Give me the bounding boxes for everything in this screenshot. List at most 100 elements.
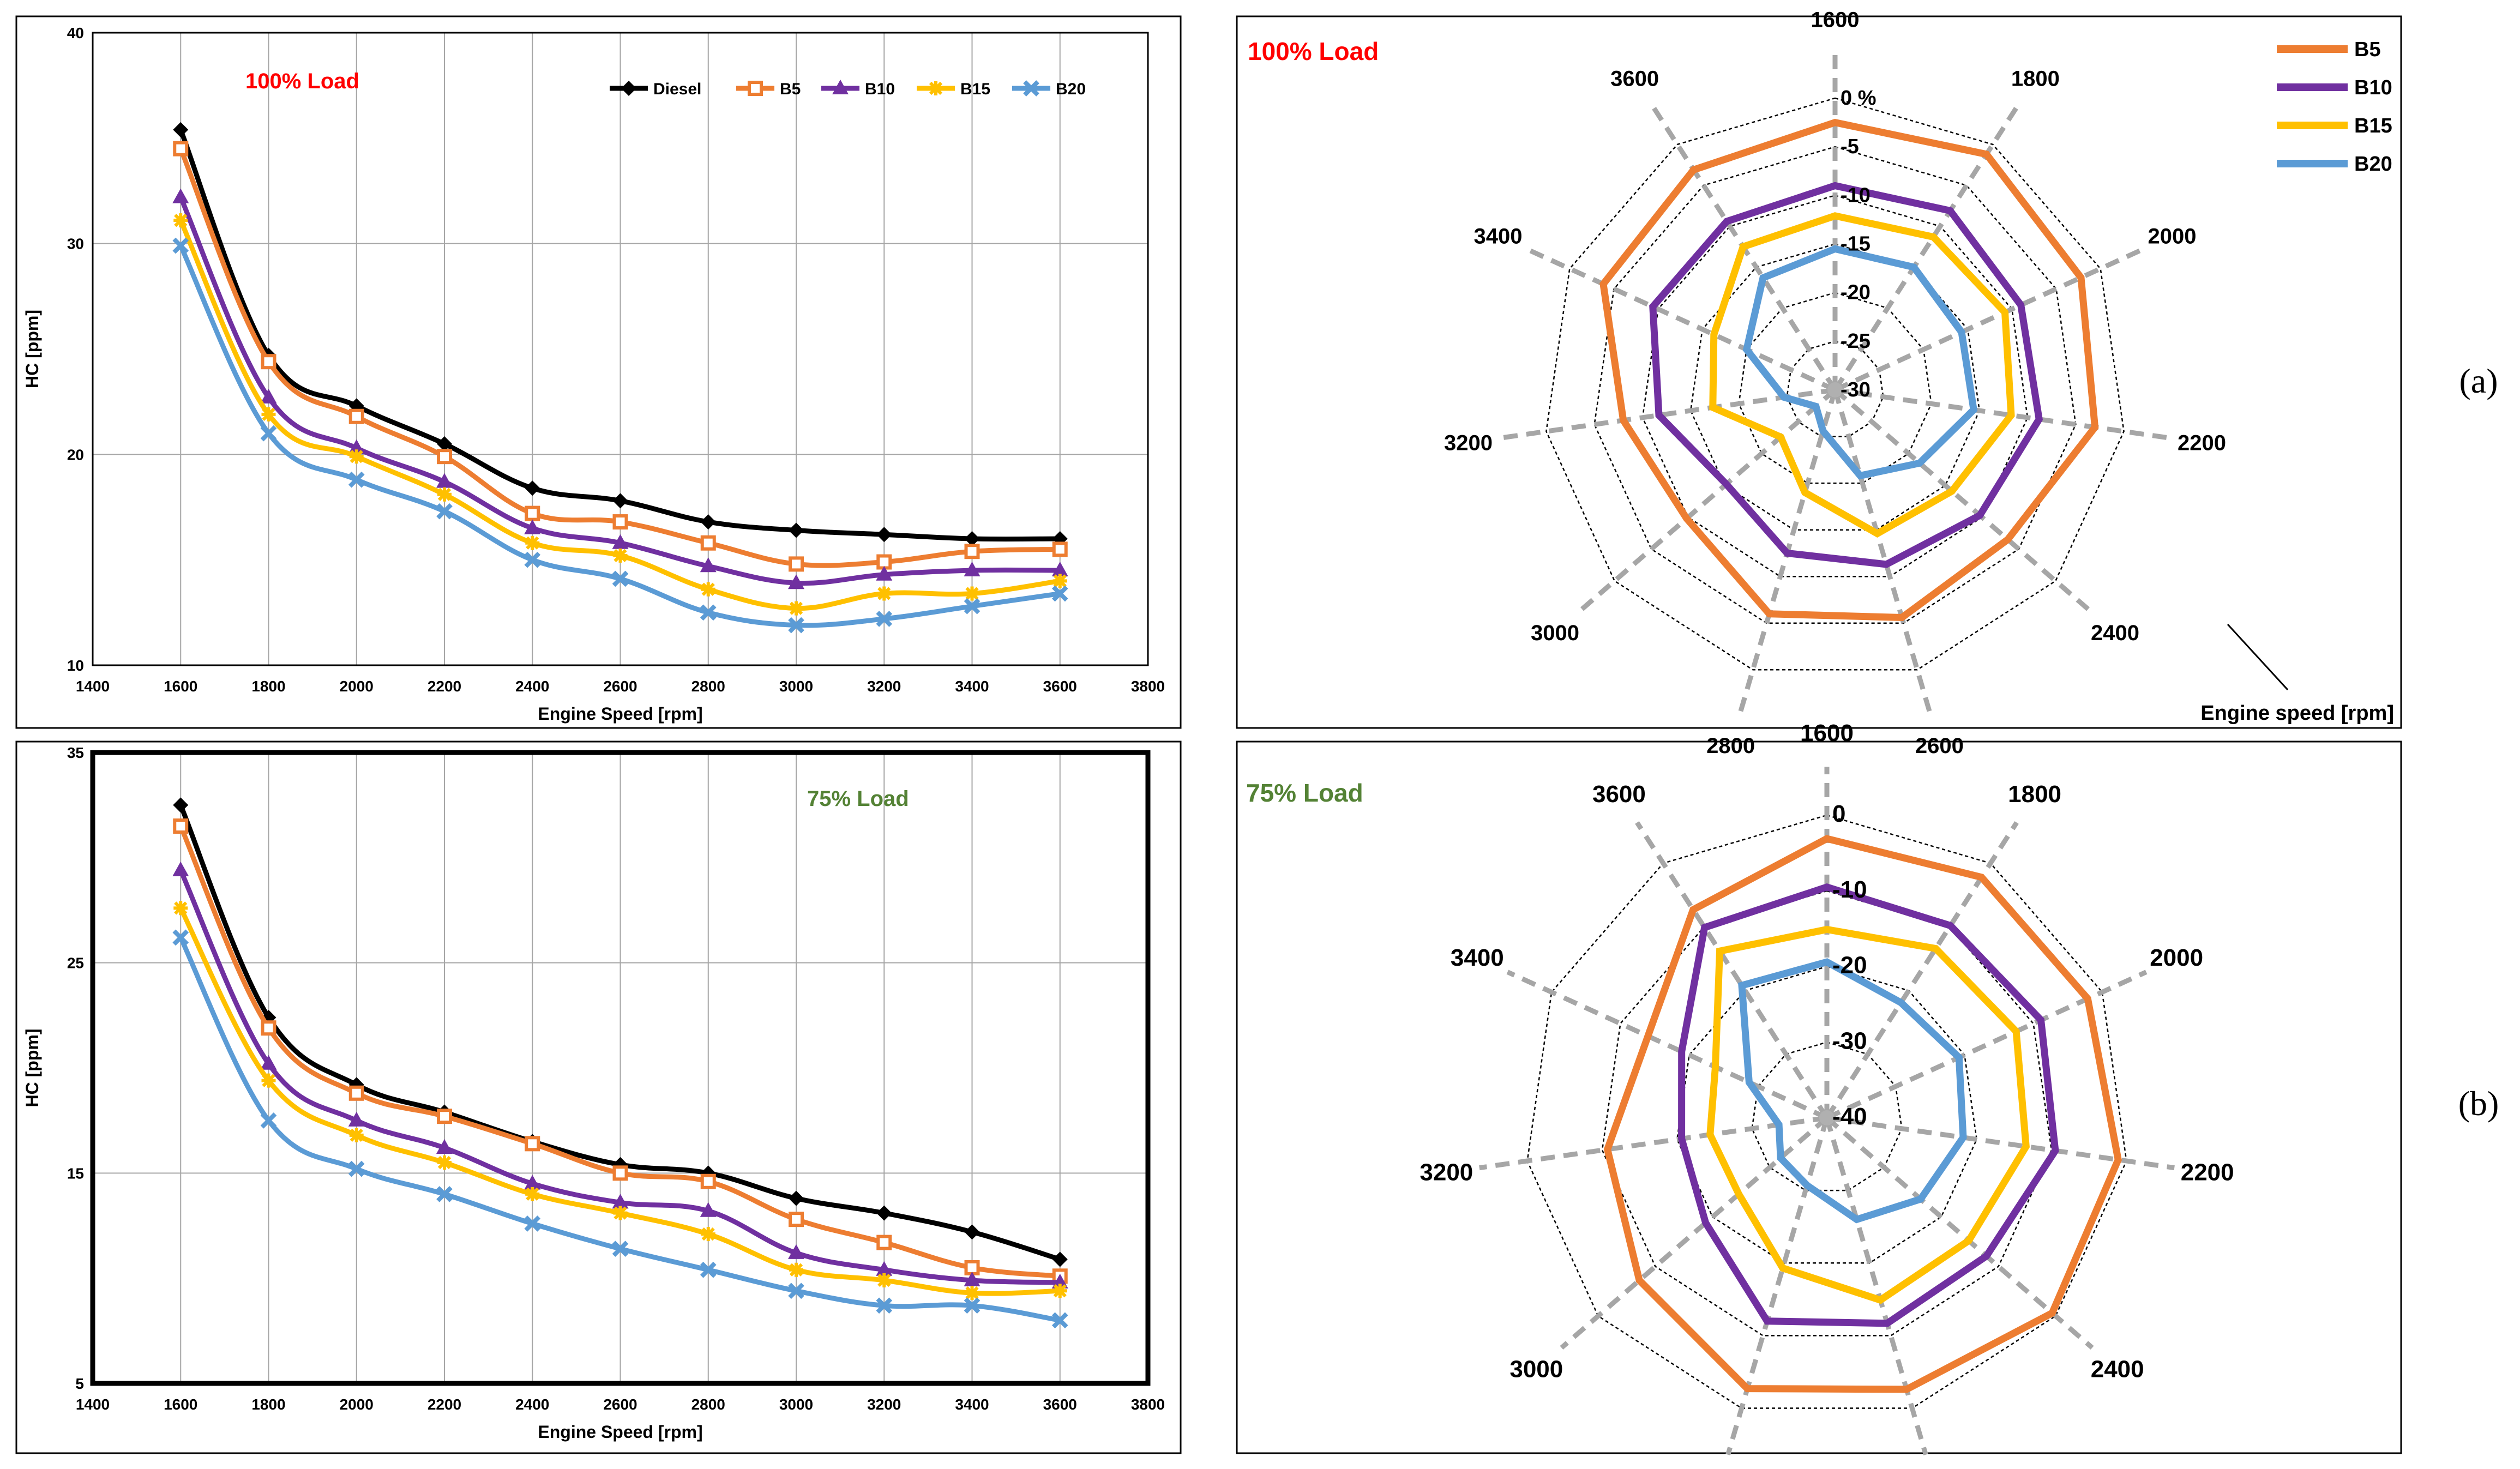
data-point-diesel	[173, 797, 189, 813]
data-point-b10	[612, 1194, 629, 1209]
radar-center	[1827, 382, 1843, 398]
legend-marker-diesel	[621, 81, 636, 96]
data-point-b20	[964, 598, 981, 615]
legend-marker-b10	[832, 80, 849, 94]
radar-spoke	[1500, 387, 1836, 441]
radar-chart-75-load: 0 -10 -20 -30 -40 1600 1800 2000 2200 2400 2600 280…	[1246, 720, 2234, 1455]
y-axis-label: HC [ppm]	[22, 310, 42, 388]
series-polygon-b10	[1649, 182, 2043, 568]
data-point-b5	[1052, 541, 1068, 557]
data-point-b5	[525, 505, 540, 521]
data-point-b15	[1052, 574, 1067, 588]
series-polygon-b5	[1599, 118, 2099, 622]
series-line-diesel	[178, 129, 1060, 542]
data-point-b15	[789, 1262, 803, 1277]
data-point-b10	[876, 565, 893, 581]
radial-tick-label: 0	[1832, 800, 1845, 827]
data-point-b20	[524, 551, 541, 568]
radar-spoke	[1826, 1115, 2175, 1171]
data-point-b5	[348, 408, 364, 424]
data-point-b5	[437, 449, 452, 465]
y-tick-label: 40	[67, 25, 84, 41]
data-point-b15	[965, 1286, 979, 1301]
data-point-b15	[173, 213, 188, 228]
data-point-diesel	[876, 1205, 892, 1221]
series-polygon-b20	[1738, 958, 1967, 1224]
category-label-3200: 3200	[1420, 1159, 1473, 1185]
radar-spoke	[1560, 1116, 1829, 1350]
data-point-b10	[876, 1261, 893, 1276]
data-point-b15	[525, 535, 540, 550]
panel-frame-radar100	[1236, 15, 2402, 729]
data-point-b20	[260, 425, 277, 442]
x-tick-label: 1800	[251, 678, 285, 695]
data-point-b5	[876, 1235, 892, 1250]
data-point-b15	[349, 1128, 364, 1142]
category-label-1800: 1800	[2011, 67, 2060, 91]
data-point-diesel	[964, 1224, 980, 1240]
series-line-b20	[178, 936, 1061, 1323]
data-point-b20	[876, 611, 893, 627]
data-point-b15	[525, 1187, 540, 1201]
data-point-b20	[348, 471, 365, 488]
data-point-b15	[613, 1206, 628, 1220]
x-tick-label: 1600	[164, 1396, 197, 1413]
radar-ring	[1676, 966, 1977, 1264]
x-tick-label: 2600	[603, 678, 637, 695]
radial-tick-label: -30	[1841, 378, 1871, 401]
radial-tick-label: -20	[1841, 281, 1871, 304]
x-tick-label: 3200	[867, 1396, 901, 1413]
legend-label-b5: B5	[2354, 38, 2381, 61]
series-polygon-b15	[1706, 925, 2030, 1304]
data-point-b20	[788, 1283, 804, 1299]
series-line-b20	[178, 244, 1061, 628]
data-point-b10	[172, 861, 189, 876]
x-tick-label: 2800	[691, 1396, 725, 1413]
category-label-3200: 3200	[1444, 431, 1493, 455]
data-point-b15	[877, 1273, 892, 1288]
category-label-1600: 1600	[1800, 720, 1854, 746]
radar-chart-100-load: 0 % -5 -10 -15 -20 -25 -30 1600 1800 2000 2200 2400…	[1248, 8, 2394, 758]
data-point-b15	[437, 487, 452, 502]
data-point-diesel	[612, 493, 628, 509]
series-line-b15	[178, 219, 1061, 611]
radar-ring	[1593, 146, 2077, 624]
x-tick-label: 2000	[340, 678, 374, 695]
series-line-b5	[178, 147, 1060, 568]
data-point-b10	[436, 1139, 453, 1154]
series-polygon-b20	[1742, 245, 1978, 480]
radial-tick-label: -10	[1832, 876, 1867, 903]
radial-tick-label: -40	[1832, 1103, 1867, 1130]
x-tick-label: 2800	[691, 678, 725, 695]
legend-label-b15: B15	[960, 80, 990, 98]
data-point-b5	[173, 141, 189, 156]
radar-ring	[1545, 97, 2125, 671]
radar-ring	[1601, 890, 2053, 1336]
data-point-b5	[437, 1109, 452, 1124]
data-point-b10	[788, 574, 804, 589]
category-label-3600: 3600	[1610, 67, 1659, 91]
data-point-b10	[1051, 562, 1068, 576]
radial-tick-label: -25	[1841, 330, 1871, 353]
data-point-b15	[789, 601, 803, 616]
data-point-b10	[964, 1272, 981, 1287]
data-point-b15	[613, 548, 628, 563]
category-label-3000: 3000	[1509, 1356, 1563, 1383]
data-point-b5	[612, 1165, 628, 1181]
radar-spoke	[1825, 1116, 2094, 1350]
y-tick-label: 25	[67, 955, 84, 972]
x-tick-label: 1800	[251, 1396, 285, 1413]
radar-ring	[1526, 814, 2127, 1409]
data-point-b5	[700, 535, 716, 551]
data-point-b5	[789, 1212, 804, 1227]
x-tick-label: 3000	[779, 678, 813, 695]
category-label-3000: 3000	[1531, 621, 1579, 645]
data-point-b20	[1051, 1312, 1068, 1329]
chart-title: 75% Load	[1246, 779, 1363, 807]
category-label-1600: 1600	[1811, 8, 1860, 32]
radar-spoke	[1506, 970, 1828, 1121]
panel-frame-line100	[15, 15, 1182, 729]
series-line-b10	[178, 196, 1060, 586]
data-point-b5	[348, 1085, 364, 1101]
radar-ring	[1641, 194, 2029, 577]
